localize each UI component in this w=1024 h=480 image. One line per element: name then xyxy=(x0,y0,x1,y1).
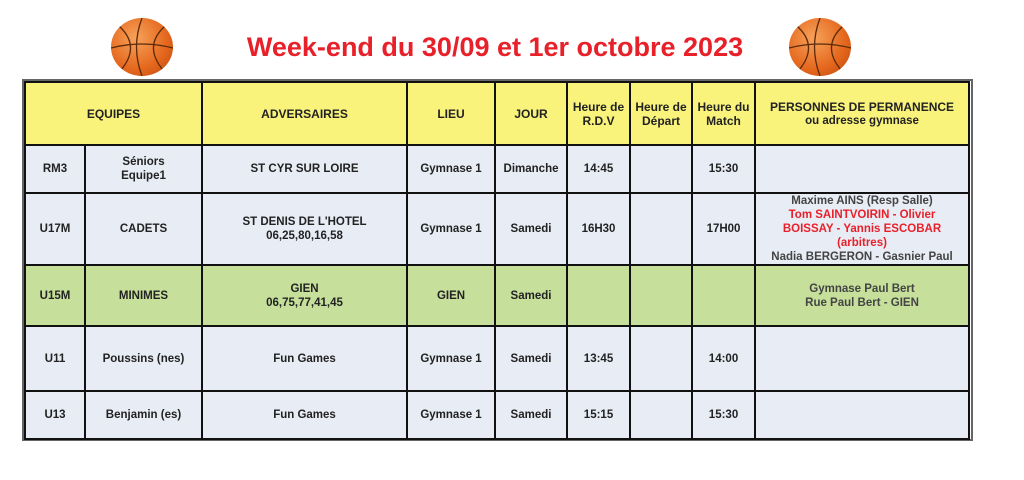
departure-time xyxy=(629,264,694,327)
permanence xyxy=(754,325,971,392)
opponent: Fun Games xyxy=(201,390,409,440)
header-equipes: EQUIPES xyxy=(23,81,204,146)
basketball-icon xyxy=(111,18,173,76)
header-jour: JOUR xyxy=(494,81,569,146)
rdv-time: 13:45 xyxy=(566,325,632,392)
venue: Gymnase 1 xyxy=(406,325,497,392)
team-code: U15M xyxy=(24,264,86,327)
match-time xyxy=(691,264,757,327)
rdv-time: 14:45 xyxy=(566,144,632,194)
header-adversaires: ADVERSAIRES xyxy=(201,81,409,146)
departure-time xyxy=(629,325,694,392)
permanence xyxy=(754,390,971,440)
team-name: Poussins (nes) xyxy=(83,325,204,392)
table-row: U15M MINIMES GIEN 06,75,77,41,45 GIEN Samedi G… xyxy=(24,264,971,327)
team-name: Benjamin (es) xyxy=(83,390,204,440)
day: Samedi xyxy=(494,264,569,327)
header-lieu: LIEU xyxy=(406,81,497,146)
permanence xyxy=(754,144,971,194)
table-row: U11 Poussins (nes) Fun Games Gymnase 1 Samed… xyxy=(24,325,971,392)
team-name: CADETS xyxy=(83,192,204,266)
departure-time xyxy=(629,144,694,194)
opponent: ST DENIS DE L'HOTEL 06,25,80,16,58 xyxy=(201,192,409,266)
day: Samedi xyxy=(494,192,569,266)
venue: Gymnase 1 xyxy=(406,390,497,440)
match-time: 17H00 xyxy=(691,192,757,266)
team-code: U11 xyxy=(24,325,86,392)
day: Samedi xyxy=(494,325,569,392)
page-title: Week-end du 30/09 et 1er octobre 2023 xyxy=(246,32,744,62)
opponent: GIEN 06,75,77,41,45 xyxy=(201,264,409,327)
team-code: U13 xyxy=(24,390,86,440)
schedule-table: EQUIPES ADVERSAIRES LIEU JOUR Heure de R.… xyxy=(23,81,971,440)
day: Samedi xyxy=(494,390,569,440)
venue: GIEN xyxy=(406,264,497,327)
team-name: Séniors Equipe1 xyxy=(83,144,204,194)
departure-time xyxy=(629,390,694,440)
rdv-time: 15:15 xyxy=(566,390,632,440)
match-time: 15:30 xyxy=(691,390,757,440)
team-name: MINIMES xyxy=(83,264,204,327)
venue: Gymnase 1 xyxy=(406,192,497,266)
basketball-icon xyxy=(789,18,851,76)
opponent: Fun Games xyxy=(201,325,409,392)
header-rdv: Heure de R.D.V xyxy=(566,81,632,146)
permanence: Gymnase Paul Bert Rue Paul Bert - GIEN xyxy=(754,264,971,327)
table-row: U13 Benjamin (es) Fun Games Gymnase 1 Samedi… xyxy=(24,390,971,440)
rdv-time xyxy=(566,264,632,327)
day: Dimanche xyxy=(494,144,569,194)
table-row: U17M CADETS ST DENIS DE L'HOTEL 06,25,80,16… xyxy=(24,192,971,266)
permanence: Maxime AINS (Resp Salle) Tom SAINTVOIRIN … xyxy=(754,192,971,266)
match-time: 14:00 xyxy=(691,325,757,392)
opponent: ST CYR SUR LOIRE xyxy=(201,144,409,194)
rdv-time: 16H30 xyxy=(566,192,632,266)
header-match: Heure du Match xyxy=(691,81,757,146)
header-row: EQUIPES ADVERSAIRES LIEU JOUR Heure de R.… xyxy=(23,81,971,146)
table-row: RM3 Séniors Equipe1 ST CYR SUR LOIRE Gymnase… xyxy=(24,144,971,194)
venue: Gymnase 1 xyxy=(406,144,497,194)
header-depart: Heure de Départ xyxy=(629,81,694,146)
header-permanence: PERSONNES DE PERMANENCE ou adresse gymnas… xyxy=(754,81,971,146)
table-frame xyxy=(22,79,973,441)
departure-time xyxy=(629,192,694,266)
match-time: 15:30 xyxy=(691,144,757,194)
team-code: RM3 xyxy=(24,144,86,194)
team-code: U17M xyxy=(24,192,86,266)
